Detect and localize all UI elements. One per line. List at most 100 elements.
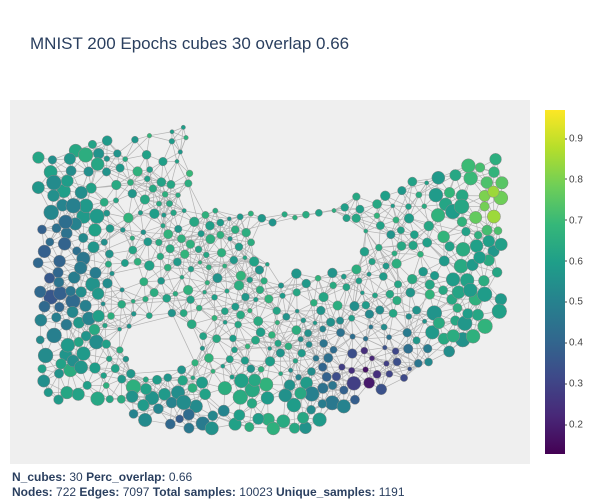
graph-node[interactable] bbox=[167, 308, 177, 318]
graph-node[interactable] bbox=[478, 275, 490, 287]
graph-node[interactable] bbox=[445, 272, 461, 287]
graph-node[interactable] bbox=[247, 238, 255, 247]
graph-node[interactable] bbox=[117, 374, 127, 384]
graph-node[interactable] bbox=[115, 163, 125, 173]
graph-node[interactable] bbox=[130, 298, 136, 304]
graph-node[interactable] bbox=[244, 343, 251, 350]
graph-node[interactable] bbox=[161, 191, 169, 198]
graph-node[interactable] bbox=[338, 363, 346, 371]
graph-node[interactable] bbox=[254, 265, 265, 275]
graph-node[interactable] bbox=[433, 316, 446, 329]
graph-node[interactable] bbox=[405, 287, 416, 298]
graph-node[interactable] bbox=[74, 261, 88, 275]
graph-node[interactable] bbox=[83, 166, 94, 177]
graph-node[interactable] bbox=[66, 306, 79, 318]
graph-node[interactable] bbox=[87, 139, 97, 149]
graph-node[interactable] bbox=[235, 270, 247, 281]
graph-node[interactable] bbox=[373, 212, 381, 219]
graph-node[interactable] bbox=[170, 209, 177, 217]
graph-node[interactable] bbox=[362, 366, 369, 373]
graph-node[interactable] bbox=[240, 356, 250, 365]
graph-node[interactable] bbox=[205, 234, 216, 245]
graph-node[interactable] bbox=[158, 157, 168, 167]
graph-node[interactable] bbox=[386, 334, 392, 341]
graph-node[interactable] bbox=[392, 357, 402, 367]
graph-node[interactable] bbox=[196, 376, 209, 389]
graph-node[interactable] bbox=[105, 395, 114, 404]
graph-node[interactable] bbox=[60, 227, 73, 240]
graph-node[interactable] bbox=[191, 359, 199, 367]
graph-node[interactable] bbox=[407, 366, 413, 372]
graph-node[interactable] bbox=[260, 391, 275, 405]
graph-node[interactable] bbox=[163, 229, 174, 240]
graph-node[interactable] bbox=[284, 342, 293, 351]
graph-node[interactable] bbox=[397, 186, 407, 196]
graph-node[interactable] bbox=[379, 272, 388, 281]
graph-node[interactable] bbox=[189, 216, 200, 227]
graph-node[interactable] bbox=[288, 367, 294, 373]
graph-node[interactable] bbox=[360, 290, 365, 296]
graph-node[interactable] bbox=[386, 230, 396, 240]
graph-node[interactable] bbox=[368, 324, 374, 330]
graph-node[interactable] bbox=[274, 319, 280, 326]
graph-node[interactable] bbox=[332, 300, 343, 311]
graph-node[interactable] bbox=[139, 277, 149, 287]
graph-node[interactable] bbox=[247, 307, 253, 314]
graph-node[interactable] bbox=[318, 291, 329, 303]
graph-node[interactable] bbox=[482, 234, 495, 248]
graph-node[interactable] bbox=[125, 390, 139, 403]
graph-node[interactable] bbox=[372, 370, 382, 379]
graph-node[interactable] bbox=[385, 289, 395, 299]
graph-node[interactable] bbox=[60, 318, 73, 331]
graph-node[interactable] bbox=[231, 302, 240, 311]
graph-node[interactable] bbox=[179, 274, 185, 280]
graph-node[interactable] bbox=[302, 210, 310, 219]
graph-node[interactable] bbox=[104, 260, 112, 268]
graph-node[interactable] bbox=[127, 188, 137, 199]
graph-node[interactable] bbox=[172, 290, 179, 297]
graph-node[interactable] bbox=[444, 187, 456, 199]
graph-node[interactable] bbox=[163, 263, 172, 272]
graph-node[interactable] bbox=[45, 237, 55, 247]
graph-node[interactable] bbox=[34, 313, 48, 327]
graph-node[interactable] bbox=[138, 412, 153, 427]
graph-node[interactable] bbox=[82, 380, 92, 390]
graph-node[interactable] bbox=[421, 203, 428, 210]
graph-node[interactable] bbox=[78, 198, 94, 213]
graph-node[interactable] bbox=[199, 388, 211, 401]
graph-node[interactable] bbox=[60, 174, 74, 188]
graph-node[interactable] bbox=[111, 179, 122, 191]
graph-node[interactable] bbox=[455, 242, 471, 257]
graph-node[interactable] bbox=[44, 272, 56, 284]
graph-node[interactable] bbox=[430, 208, 446, 223]
graph-node[interactable] bbox=[180, 124, 186, 130]
graph-node[interactable] bbox=[117, 300, 126, 309]
graph-node[interactable] bbox=[176, 394, 192, 411]
graph-node[interactable] bbox=[229, 255, 239, 265]
graph-node[interactable] bbox=[141, 150, 152, 160]
graph-node[interactable] bbox=[312, 412, 327, 427]
graph-node[interactable] bbox=[461, 226, 471, 237]
graph-node[interactable] bbox=[177, 149, 183, 155]
graph-node[interactable] bbox=[355, 277, 363, 285]
graph-node[interactable] bbox=[355, 204, 365, 214]
graph-node[interactable] bbox=[286, 397, 302, 413]
graph-node[interactable] bbox=[204, 421, 219, 436]
graph-node[interactable] bbox=[146, 133, 153, 139]
graph-node[interactable] bbox=[463, 171, 478, 186]
graph-node[interactable] bbox=[144, 260, 155, 271]
graph-node[interactable] bbox=[183, 422, 195, 434]
graph-node[interactable] bbox=[294, 308, 300, 314]
graph-node[interactable] bbox=[207, 410, 218, 421]
graph-node[interactable] bbox=[391, 258, 402, 269]
graph-node[interactable] bbox=[252, 412, 265, 425]
graph-node[interactable] bbox=[113, 149, 122, 158]
graph-node[interactable] bbox=[412, 336, 421, 345]
graph-node[interactable] bbox=[197, 260, 203, 265]
graph-node[interactable] bbox=[248, 373, 262, 387]
graph-node[interactable] bbox=[368, 258, 376, 266]
graph-node[interactable] bbox=[123, 212, 134, 224]
graph-node[interactable] bbox=[202, 289, 207, 295]
graph-node[interactable] bbox=[53, 286, 68, 301]
graph-node[interactable] bbox=[90, 157, 105, 171]
